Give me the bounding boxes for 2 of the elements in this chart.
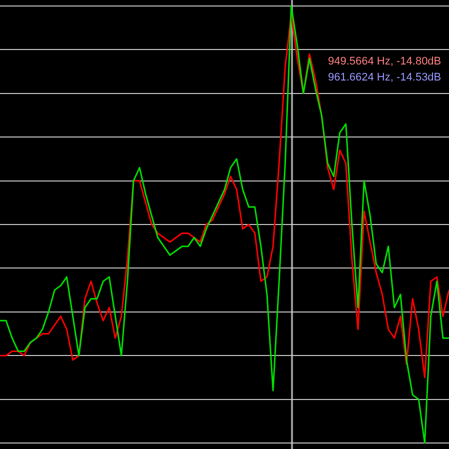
annotation: 949.5664 Hz, -14.80dB (328, 56, 442, 68)
annotation: 961.6624 Hz, -14.53dB (328, 72, 442, 84)
